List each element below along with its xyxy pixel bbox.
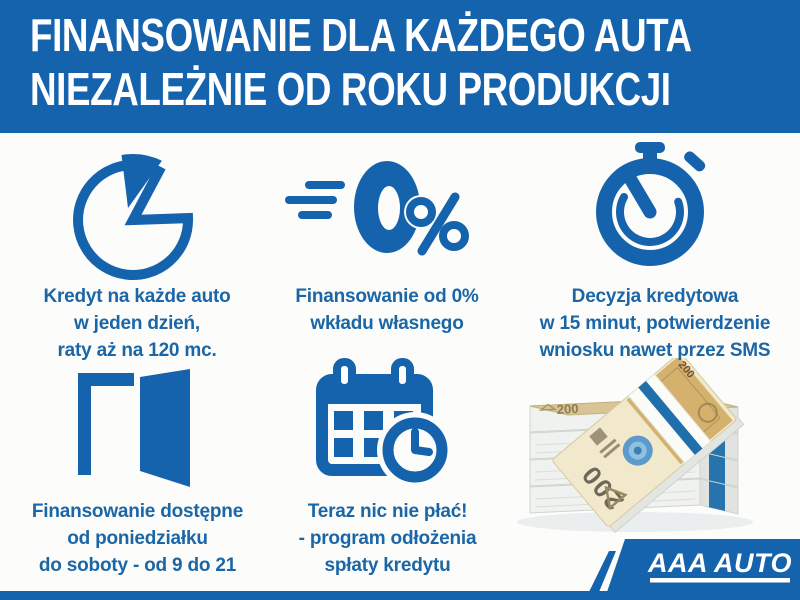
caption-availability-hours: Finansowanie dostępne od poniedziałku do… bbox=[31, 501, 244, 576]
door-frame-top bbox=[78, 373, 134, 386]
calendar-ring-left bbox=[333, 358, 356, 392]
stopwatch-dial-arc bbox=[616, 193, 684, 246]
calendar-clock-icon bbox=[316, 358, 453, 488]
header-banner: FINANSOWANIE DLA KAŻDEGO AUTA NIEZALEŻNI… bbox=[0, 0, 800, 133]
door-panel bbox=[140, 369, 190, 487]
bottom-strip bbox=[0, 591, 800, 600]
caption-zero-percent: Finansowanie od 0% wkładu własnego bbox=[295, 286, 479, 334]
stopwatch-icon bbox=[596, 142, 706, 266]
calendar-ring-right bbox=[391, 358, 414, 392]
logo-accent-stripe bbox=[589, 551, 616, 592]
leaning-banknote-bundle: 200 200 bbox=[552, 358, 745, 534]
door-frame-side bbox=[78, 373, 91, 475]
stopwatch-hand bbox=[624, 173, 657, 219]
stopwatch-ring bbox=[596, 158, 704, 266]
money-photo: 200 200 200 bbox=[517, 358, 753, 534]
aaa-auto-logo: AAA AUTO bbox=[589, 539, 800, 592]
percent-circle-1 bbox=[406, 197, 436, 227]
header-line-1: FINANSOWANIE DLA KAŻDEGO AUTA bbox=[30, 9, 692, 61]
percent-slash bbox=[417, 192, 460, 256]
caption-credit-decision: Decyzja kredytowa w 15 minut, potwierdze… bbox=[539, 286, 771, 361]
money-shadow bbox=[517, 512, 753, 532]
logo-text: AAA AUTO bbox=[647, 548, 792, 578]
clock-hands bbox=[411, 428, 433, 456]
logo-underline bbox=[650, 578, 790, 583]
pie-chart-icon bbox=[73, 154, 194, 280]
zero-percent-icon bbox=[285, 161, 469, 259]
zero-counter bbox=[378, 186, 400, 230]
pie-slice bbox=[121, 154, 162, 208]
pie-outline bbox=[73, 160, 194, 280]
percent-circle-2 bbox=[439, 221, 469, 251]
open-door-icon bbox=[78, 369, 190, 487]
banknote-value-top: 200 bbox=[556, 401, 578, 417]
header-line-2: NIEZALEŻNIE OD ROKU PRODUKCJI bbox=[30, 63, 671, 115]
caption-credit-every-car: Kredyt na każde auto w jeden dzień, raty… bbox=[43, 286, 231, 361]
caption-deferred-payment: Teraz nic nie płać! - program odłożenia … bbox=[298, 501, 477, 576]
speed-lines bbox=[285, 181, 345, 219]
